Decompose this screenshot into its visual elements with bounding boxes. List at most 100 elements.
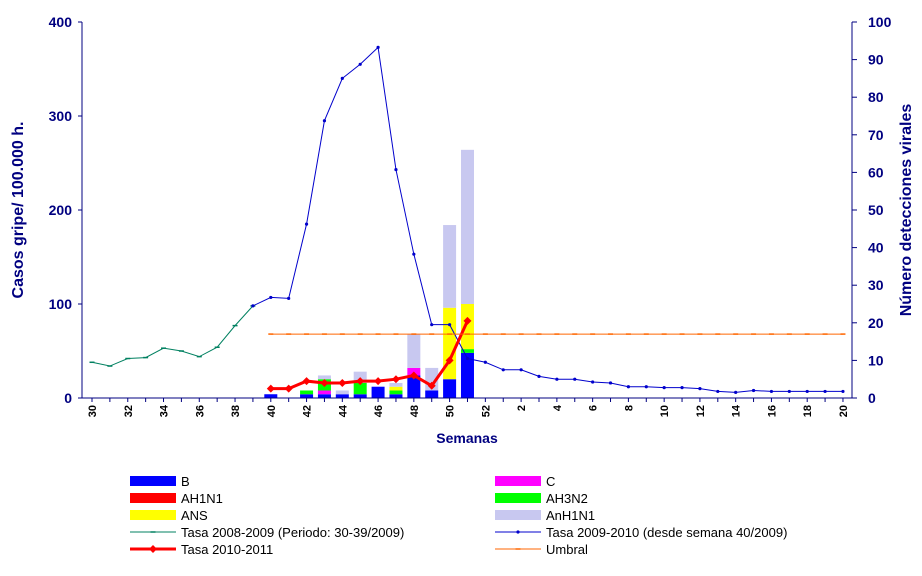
bar-anh1n1-week-47: [389, 382, 403, 387]
legend-item-5-swatch: [130, 510, 176, 520]
x-tick-label-48: 48: [409, 405, 421, 417]
series-2-point-week-17: [787, 389, 791, 394]
bar-anh1n1-week-48: [407, 334, 421, 368]
bar-anh1n1-week-44: [335, 390, 349, 395]
x-tick-label-14: 14: [731, 404, 743, 417]
left-tick-label-400: 400: [49, 14, 73, 30]
left-tick-label-100: 100: [49, 296, 73, 312]
series-2-point-week-8: [626, 385, 631, 389]
series-2-point-week-48: [412, 252, 416, 256]
series-2-point-week-43: [322, 119, 327, 123]
legend-item-3-swatch: [130, 493, 176, 503]
bar-ah3n2-week-45: [353, 382, 367, 395]
x-tick-label-8: 8: [623, 405, 635, 411]
series-3-point-week-43: [320, 378, 329, 387]
bar-b-week-50: [443, 379, 457, 398]
series-2-point-week-11: [680, 386, 684, 390]
series-2-point-week-3: [537, 374, 541, 378]
series-2-point-week-7: [608, 381, 613, 385]
x-tick-label-32: 32: [123, 405, 135, 417]
legend-item-10: Umbral: [495, 542, 588, 557]
bar-b-week-44: [335, 394, 349, 398]
left-tick-label-300: 300: [49, 108, 73, 124]
series-2-point-week-5: [573, 377, 577, 381]
x-tick-label-20: 20: [838, 405, 850, 417]
bar-b-week-42: [300, 394, 314, 398]
x-tick-label-42: 42: [302, 405, 314, 417]
bar-ah3n2-week-51: [460, 349, 474, 353]
series-2-point-week-2: [519, 368, 523, 372]
x-tick-label-2: 2: [516, 405, 528, 411]
bar-b-week-51: [460, 352, 474, 398]
right-tick-label-80: 80: [868, 89, 884, 105]
legend-item-8-label: Tasa 2009-2010 (desde semana 40/2009): [546, 525, 787, 540]
series-2-point-week-1: [501, 368, 505, 372]
y-axis-left-title: Casos gripe/ 100.000 h.: [10, 122, 27, 299]
legend-item-2-swatch: [495, 476, 541, 486]
series-2-point-week-46: [376, 45, 380, 49]
x-axis-title: Semanas: [436, 430, 498, 446]
series-2-point-week-18: [805, 389, 809, 394]
series-2-point-week-15: [751, 388, 756, 393]
series-2-point-week-39: [251, 304, 255, 308]
legend-item-1-swatch: [130, 476, 176, 486]
legend-item-6-label: AnH1N1: [546, 508, 595, 523]
legend-item-6: AnH1N1: [495, 508, 595, 523]
legend-item-1: B: [130, 474, 190, 489]
x-tick-label-12: 12: [695, 405, 707, 417]
bar-anh1n1-week-43: [317, 375, 331, 380]
series-2-point-week-4: [555, 377, 559, 381]
bar-b-week-48: [407, 375, 421, 398]
legend-item-2: C: [495, 474, 555, 489]
bar-anh1n1-week-50: [443, 225, 457, 308]
right-tick-label-100: 100: [868, 14, 892, 30]
legend-item-6-swatch: [495, 510, 541, 520]
series-3-point-week-50: [445, 356, 454, 365]
legend-item-1-label: B: [181, 474, 190, 489]
x-tick-label-18: 18: [802, 405, 814, 417]
right-tick-label-50: 50: [868, 202, 884, 218]
bar-anh1n1-week-51: [460, 149, 474, 304]
legend-item-3: AH1N1: [130, 491, 223, 506]
series-3-point-week-40: [266, 384, 275, 393]
bar-ans-week-51: [460, 304, 474, 350]
bar-b-week-46: [371, 386, 385, 398]
ticks-layer: 0 100 200 300 400 0 10 20 30 40 50 60 70 80 90 100 30 32 3…: [49, 14, 892, 417]
series-3-point-week-44: [338, 378, 347, 387]
series-3-line: [270, 320, 469, 391]
legend-item-9-label: Tasa 2010-2011: [181, 542, 273, 557]
series-3-point-week-46: [374, 377, 383, 386]
x-tick-label-40: 40: [266, 405, 278, 417]
legend-item-8-marker: [516, 530, 520, 534]
series-2-point-week-40: [269, 295, 273, 300]
left-tick-label-0: 0: [64, 390, 72, 406]
x-tick-label-10: 10: [659, 405, 671, 417]
series-2-point-week-50: [448, 323, 452, 327]
series-3-point-week-42: [302, 377, 311, 386]
left-tick-label-200: 200: [49, 202, 73, 218]
bar-b-week-40: [264, 394, 278, 398]
lines-layer: [89, 45, 846, 394]
legend-item-4: AH3N2: [495, 491, 588, 506]
series-2-point-week-13: [716, 389, 720, 394]
series-2-point-week-44: [340, 76, 344, 80]
series-2-point-week-16: [769, 389, 774, 394]
series-2-point-week-12: [698, 387, 702, 391]
series-2-point-week-9: [644, 385, 648, 389]
bar-ans-week-50: [443, 307, 457, 380]
legend-item-7-label: Tasa 2008-2009 (Periodo: 30-39/2009): [181, 525, 404, 540]
x-tick-label-44: 44: [337, 404, 349, 417]
right-tick-label-60: 60: [868, 164, 884, 180]
series-2-point-week-6: [591, 380, 595, 384]
bar-b-week-49: [425, 390, 439, 398]
bar-b-week-47: [389, 394, 403, 398]
right-tick-label-90: 90: [868, 52, 884, 68]
bar-ans-week-47: [389, 386, 403, 391]
series-2-point-week-49: [430, 323, 434, 327]
series-2-point-week-45: [358, 62, 362, 66]
right-tick-label-70: 70: [868, 127, 884, 143]
bar-ah3n2-week-42: [300, 390, 314, 395]
x-tick-label-46: 46: [373, 405, 385, 417]
x-tick-label-34: 34: [159, 404, 171, 417]
x-tick-label-52: 52: [480, 405, 492, 417]
